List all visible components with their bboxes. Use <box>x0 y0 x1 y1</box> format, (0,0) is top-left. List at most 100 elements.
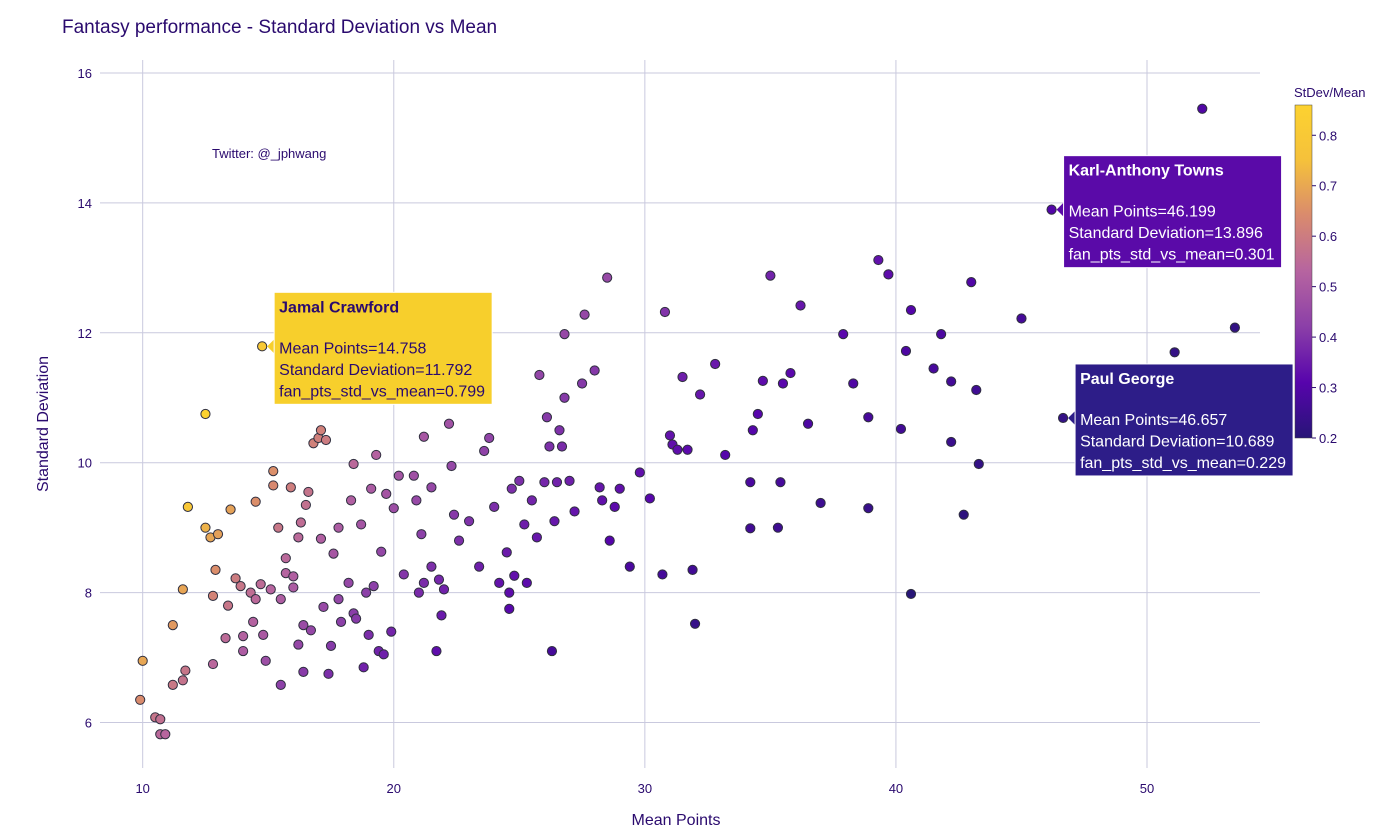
data-point[interactable] <box>579 309 590 320</box>
data-point[interactable] <box>556 441 568 452</box>
data-point[interactable] <box>564 475 575 487</box>
data-point[interactable] <box>720 449 731 461</box>
data-point[interactable] <box>433 574 445 585</box>
data-point[interactable] <box>772 522 784 533</box>
data-point[interactable] <box>554 425 565 436</box>
data-point[interactable] <box>167 620 178 631</box>
data-point[interactable] <box>905 588 917 600</box>
data-point[interactable] <box>494 577 505 588</box>
data-point[interactable] <box>333 522 344 533</box>
data-point[interactable] <box>559 329 570 340</box>
data-point[interactable] <box>418 577 429 588</box>
data-point[interactable] <box>775 477 786 488</box>
data-point[interactable] <box>757 375 768 386</box>
data-point[interactable] <box>305 625 317 636</box>
data-point[interactable] <box>238 631 249 642</box>
data-point[interactable] <box>597 495 608 506</box>
data-point[interactable] <box>589 365 600 376</box>
data-point[interactable] <box>235 581 246 592</box>
data-point[interactable] <box>747 425 758 436</box>
data-point[interactable] <box>710 358 721 370</box>
data-point[interactable] <box>815 497 826 509</box>
data-point[interactable] <box>546 645 558 657</box>
data-point[interactable] <box>752 408 763 420</box>
data-point[interactable] <box>137 655 148 666</box>
data-point[interactable] <box>386 626 397 637</box>
data-point[interactable] <box>694 389 706 400</box>
data-point[interactable] <box>335 616 347 627</box>
data-point[interactable] <box>265 584 276 595</box>
data-point[interactable] <box>802 418 814 429</box>
data-point[interactable] <box>785 367 796 379</box>
data-point[interactable] <box>966 277 977 288</box>
data-point[interactable] <box>644 493 655 504</box>
data-point[interactable] <box>682 444 693 455</box>
data-point[interactable] <box>1057 412 1069 424</box>
data-point[interactable] <box>895 423 907 435</box>
data-point[interactable] <box>315 533 327 544</box>
data-point[interactable] <box>418 431 429 442</box>
data-point[interactable] <box>363 629 374 640</box>
data-point[interactable] <box>609 501 620 512</box>
data-point[interactable] <box>501 547 512 558</box>
data-point[interactable] <box>426 482 437 493</box>
data-point[interactable] <box>479 445 490 457</box>
data-point[interactable] <box>378 649 389 660</box>
data-point[interactable] <box>222 600 234 611</box>
data-point[interactable] <box>838 329 849 340</box>
data-point[interactable] <box>534 369 545 381</box>
data-point[interactable] <box>333 594 344 605</box>
data-point[interactable] <box>863 503 874 514</box>
data-point[interactable] <box>936 329 947 340</box>
data-point[interactable] <box>411 495 422 506</box>
data-point[interactable] <box>848 378 859 389</box>
data-point[interactable] <box>765 270 776 281</box>
data-point[interactable] <box>664 430 676 441</box>
data-point[interactable] <box>436 610 447 621</box>
data-point[interactable] <box>506 483 517 494</box>
data-point[interactable] <box>275 679 286 690</box>
data-point[interactable] <box>413 587 424 598</box>
data-point[interactable] <box>689 618 701 629</box>
data-point[interactable] <box>1169 347 1180 358</box>
data-point[interactable] <box>328 548 339 559</box>
data-point[interactable] <box>238 645 249 657</box>
data-point[interactable] <box>298 666 309 677</box>
data-point[interactable] <box>426 561 437 572</box>
data-point[interactable] <box>539 477 550 488</box>
data-point[interactable] <box>381 488 392 499</box>
data-point[interactable] <box>280 553 291 564</box>
data-point[interactable] <box>295 517 306 528</box>
data-point[interactable] <box>356 519 367 530</box>
data-point[interactable] <box>250 594 261 605</box>
data-point[interactable] <box>526 495 537 506</box>
data-point[interactable] <box>659 306 671 318</box>
data-point[interactable] <box>225 504 236 515</box>
data-point[interactable] <box>777 378 789 389</box>
data-point[interactable] <box>946 376 957 387</box>
data-point[interactable] <box>288 582 299 593</box>
data-point[interactable] <box>1229 322 1240 333</box>
data-point[interactable] <box>200 408 211 420</box>
data-point[interactable] <box>348 458 359 470</box>
data-point[interactable] <box>207 590 219 601</box>
data-point[interactable] <box>250 496 261 507</box>
data-point[interactable] <box>167 679 178 690</box>
data-point[interactable] <box>504 603 515 614</box>
data-point[interactable] <box>551 477 563 488</box>
data-point[interactable] <box>614 483 625 494</box>
data-point[interactable] <box>212 529 224 540</box>
data-point[interactable] <box>634 467 645 478</box>
data-point[interactable] <box>293 532 304 543</box>
data-point[interactable] <box>687 564 698 575</box>
data-point[interactable] <box>905 304 917 316</box>
data-point[interactable] <box>541 412 553 423</box>
data-point[interactable] <box>343 577 354 588</box>
data-point[interactable] <box>521 577 532 588</box>
data-point[interactable] <box>1046 204 1057 215</box>
data-point[interactable] <box>519 519 530 530</box>
data-point[interactable] <box>248 616 259 627</box>
data-point[interactable] <box>883 269 894 280</box>
data-point[interactable] <box>544 441 555 452</box>
data-point[interactable] <box>323 668 334 679</box>
